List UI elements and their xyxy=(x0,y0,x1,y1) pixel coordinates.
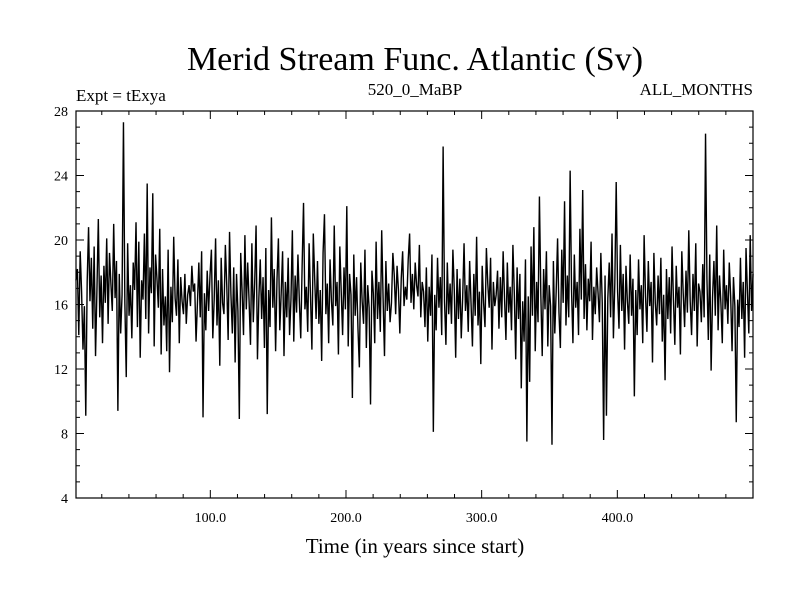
subtitle-center: 520_0_MaBP xyxy=(368,80,462,99)
plot-area: 4 8 12 16 20 24 28 100.0 200.0 300.0 400.0 xyxy=(54,105,754,526)
y-tick-label: 12 xyxy=(54,363,68,378)
y-tick-label: 16 xyxy=(54,299,68,314)
x-axis-label: Time (in years since start) xyxy=(306,534,525,558)
y-tick-label: 4 xyxy=(61,492,68,507)
y-tick-label: 28 xyxy=(54,105,68,120)
x-tick-label: 200.0 xyxy=(330,511,362,526)
y-tick-label: 24 xyxy=(54,170,68,185)
y-tick-label: 8 xyxy=(61,428,68,443)
y-tick-label: 20 xyxy=(54,234,68,249)
x-tick-label: 400.0 xyxy=(602,511,634,526)
x-tick-label: 100.0 xyxy=(195,511,227,526)
chart-title: Merid Stream Func. Atlantic (Sv) xyxy=(187,41,643,78)
series-line xyxy=(75,122,754,445)
subtitle-right: ALL_MONTHS xyxy=(640,80,753,99)
x-tick-label: 300.0 xyxy=(466,511,498,526)
subtitle-left: Expt = tExya xyxy=(76,86,166,105)
